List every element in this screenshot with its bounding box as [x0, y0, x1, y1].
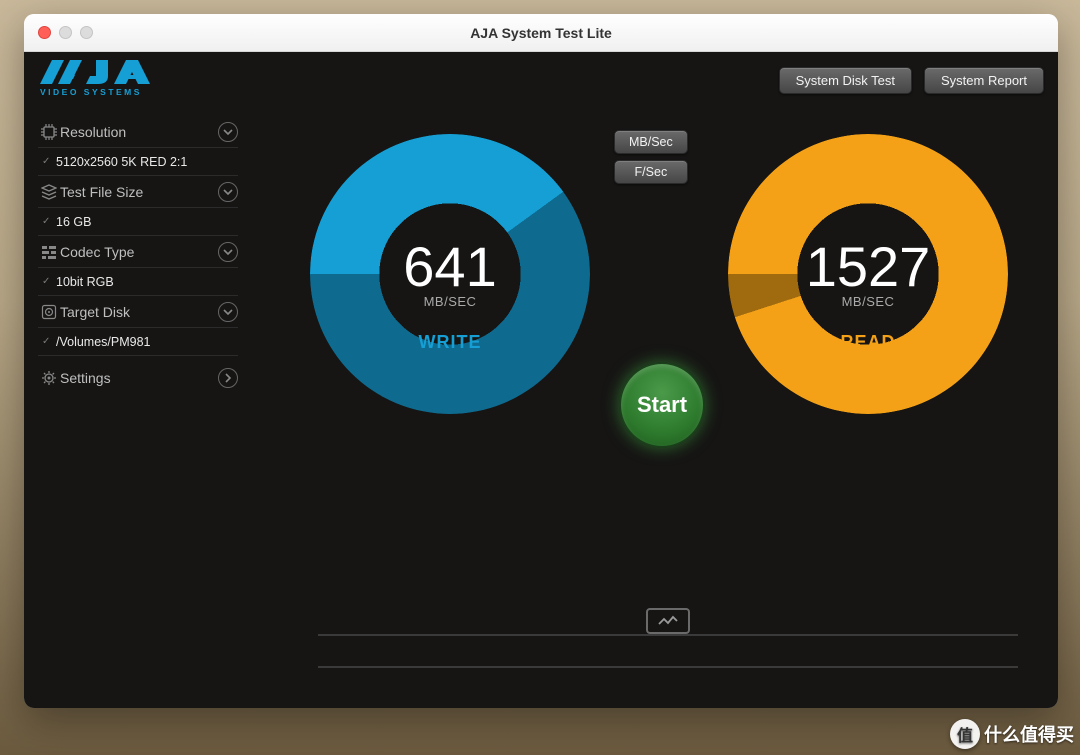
sidebar-value-file-size: 16 GB: [38, 208, 238, 236]
sidebar-item-file-size[interactable]: Test File Size: [38, 176, 238, 208]
write-speed-value: 641: [310, 234, 590, 299]
app-content: Resolution 5120x2560 5K RED 2:1 Test Fil…: [24, 108, 1058, 708]
gear-icon: [38, 370, 60, 386]
sidebar-item-label: Codec Type: [60, 244, 218, 260]
sidebar-value-codec: 10bit RGB: [38, 268, 238, 296]
read-gauge: 1527 MB/SEC READ: [728, 134, 1008, 414]
write-speed-unit: MB/SEC: [310, 294, 590, 309]
sidebar-item-label: Target Disk: [60, 304, 218, 320]
chart-strip: [318, 634, 1018, 668]
chevron-down-icon: [218, 242, 238, 262]
sidebar-item-label: Test File Size: [60, 184, 218, 200]
window-traffic-lights: [24, 26, 93, 39]
app-body: VIDEO SYSTEMS System Disk Test System Re…: [24, 52, 1058, 708]
write-label: WRITE: [310, 332, 590, 353]
chart-line-icon: [658, 615, 678, 627]
stack-icon: [38, 184, 60, 200]
read-speed-value: 1527: [728, 234, 1008, 299]
minimize-icon[interactable]: [59, 26, 72, 39]
chevron-down-icon: [218, 122, 238, 142]
sidebar-item-target-disk[interactable]: Target Disk: [38, 296, 238, 328]
sidebar-value-target-disk: /Volumes/PM981: [38, 328, 238, 356]
unit-mbsec-button[interactable]: MB/Sec: [614, 130, 688, 154]
close-icon[interactable]: [38, 26, 51, 39]
chip-icon: [38, 124, 60, 140]
sidebar-item-settings[interactable]: Settings: [38, 362, 238, 394]
chevron-down-icon: [218, 302, 238, 322]
unit-fsec-button[interactable]: F/Sec: [614, 160, 688, 184]
header-buttons: System Disk Test System Report: [779, 67, 1044, 94]
chevron-right-icon: [218, 368, 238, 388]
start-button[interactable]: Start: [619, 362, 705, 448]
app-header: VIDEO SYSTEMS System Disk Test System Re…: [24, 52, 1058, 108]
watermark-badge-icon: 值: [950, 719, 980, 749]
unit-toggle: MB/Sec F/Sec: [614, 130, 688, 184]
window-title: AJA System Test Lite: [24, 25, 1058, 41]
read-speed-unit: MB/SEC: [728, 294, 1008, 309]
main-panel: MB/Sec F/Sec 641 MB/SEC WRITE 1527 MB/SE…: [252, 108, 1058, 708]
sidebar-item-resolution[interactable]: Resolution: [38, 116, 238, 148]
watermark: 值 什么值得买: [950, 719, 1074, 749]
logo-subtext: VIDEO SYSTEMS: [40, 87, 142, 97]
watermark-text: 什么值得买: [984, 721, 1074, 747]
aja-logo: VIDEO SYSTEMS: [38, 58, 208, 103]
chart-toggle-button[interactable]: [646, 608, 690, 634]
zoom-icon[interactable]: [80, 26, 93, 39]
grid-icon: [38, 244, 60, 260]
disk-icon: [38, 304, 60, 320]
sidebar-item-label: Resolution: [60, 124, 218, 140]
chevron-down-icon: [218, 182, 238, 202]
sidebar-item-label: Settings: [60, 370, 218, 386]
sidebar: Resolution 5120x2560 5K RED 2:1 Test Fil…: [24, 108, 252, 708]
sidebar-item-codec[interactable]: Codec Type: [38, 236, 238, 268]
write-gauge: 641 MB/SEC WRITE: [310, 134, 590, 414]
system-disk-test-button[interactable]: System Disk Test: [779, 67, 912, 94]
app-window: AJA System Test Lite VIDEO SYSTEMS Syste…: [24, 14, 1058, 708]
window-titlebar: AJA System Test Lite: [24, 14, 1058, 52]
read-label: READ: [728, 332, 1008, 353]
sidebar-value-resolution: 5120x2560 5K RED 2:1: [38, 148, 238, 176]
system-report-button[interactable]: System Report: [924, 67, 1044, 94]
